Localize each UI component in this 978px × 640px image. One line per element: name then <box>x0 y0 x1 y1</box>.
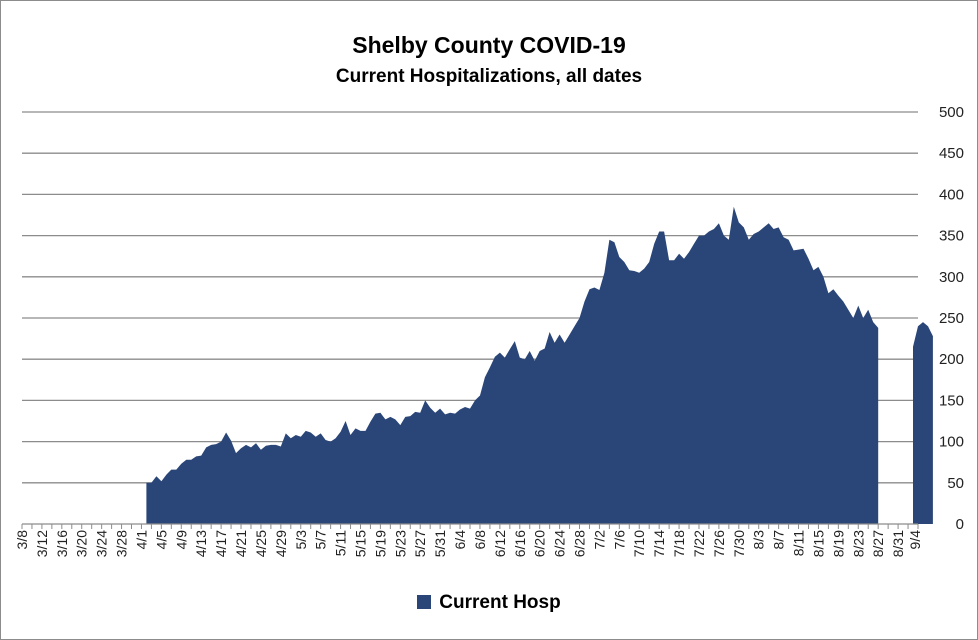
y-tick-label: 100 <box>939 434 964 451</box>
y-tick-label: 300 <box>939 269 964 286</box>
y-tick-labels: 0 50 100 150 200 250 300 350 400 450 500 <box>939 104 964 533</box>
x-tick-label: 3/24 <box>94 530 110 557</box>
x-tick-label: 4/5 <box>153 530 169 550</box>
x-tick-label: 3/28 <box>114 530 130 557</box>
x-tick-label: 5/11 <box>333 530 349 556</box>
x-tick-label: 8/23 <box>850 530 866 557</box>
y-tick-label: 200 <box>939 351 964 368</box>
x-tick-label: 4/1 <box>133 530 149 550</box>
x-tick-label: 5/31 <box>432 530 448 557</box>
x-tick-label: 5/27 <box>412 530 428 557</box>
series-area-segment <box>913 322 933 524</box>
x-tick-label: 7/26 <box>711 530 727 557</box>
legend: Current Hosp <box>0 592 978 614</box>
x-tick-label: 7/10 <box>631 530 647 557</box>
x-tick-label: 4/25 <box>253 530 269 557</box>
series-area-segment <box>146 206 879 525</box>
chart-subtitle: Current Hospitalizations, all dates <box>335 66 643 87</box>
x-tick-labels: 3/8 3/12 3/16 3/20 3/24 3/28 4/1 4/5 4/9 4/13 4/17… <box>14 530 923 557</box>
x-tick-label: 7/6 <box>611 530 627 550</box>
x-tick-label: 7/22 <box>691 530 707 557</box>
x-tick-label: 4/21 <box>233 530 249 557</box>
x-tick-label: 7/2 <box>591 530 607 550</box>
x-tick-label: 7/14 <box>651 530 667 557</box>
x-tick-label: 5/23 <box>392 530 408 557</box>
x-tick-label: 3/8 <box>14 530 30 550</box>
x-tick-label: 6/24 <box>552 530 568 557</box>
x-tick-label: 7/18 <box>671 530 687 557</box>
x-tick-label: 3/20 <box>74 530 90 557</box>
x-tick-label: 6/12 <box>492 530 508 557</box>
y-tick-label: 450 <box>939 145 964 162</box>
x-tick-label: 6/4 <box>452 530 468 550</box>
x-tick-label: 8/27 <box>870 530 886 557</box>
y-tick-label: 500 <box>939 104 964 121</box>
x-tick-label: 8/15 <box>810 530 826 557</box>
x-tick-label: 6/16 <box>512 530 528 557</box>
x-tick-label: 5/19 <box>372 530 388 557</box>
x-tick-label: 4/9 <box>173 530 189 550</box>
x-tick-label: 8/3 <box>751 530 767 550</box>
chart-title: Shelby County COVID-19 <box>352 32 626 58</box>
x-tick-label: 6/8 <box>472 530 488 550</box>
x-tick-label: 8/11 <box>791 530 807 556</box>
axes <box>21 523 919 529</box>
x-tick-label: 4/29 <box>273 530 289 557</box>
x-tick-label: 5/15 <box>352 530 368 557</box>
legend-label: Current Hosp <box>439 592 561 613</box>
x-tick-label: 4/17 <box>213 530 229 557</box>
x-tick-label: 4/13 <box>193 530 209 557</box>
x-tick-label: 5/7 <box>313 530 329 550</box>
x-tick-label: 6/20 <box>532 530 548 557</box>
x-tick-label: 7/30 <box>731 530 747 557</box>
y-tick-label: 50 <box>947 475 964 492</box>
x-tick-label: 3/16 <box>54 530 70 557</box>
legend-swatch <box>417 595 432 609</box>
x-tick-label: 5/3 <box>293 530 309 550</box>
x-tick-label: 8/31 <box>890 530 906 557</box>
x-tick-label: 8/19 <box>830 530 846 557</box>
x-tick-label: 9/4 <box>907 530 923 550</box>
x-tick-label: 6/28 <box>572 530 588 557</box>
y-tick-label: 350 <box>939 228 964 245</box>
y-tick-label: 0 <box>956 516 964 533</box>
y-tick-label: 250 <box>939 310 964 327</box>
x-tick-label: 8/7 <box>771 530 787 550</box>
y-tick-label: 400 <box>939 186 964 203</box>
series-area <box>146 206 933 525</box>
y-tick-label: 150 <box>939 392 964 409</box>
x-tick-label: 3/12 <box>34 530 50 557</box>
